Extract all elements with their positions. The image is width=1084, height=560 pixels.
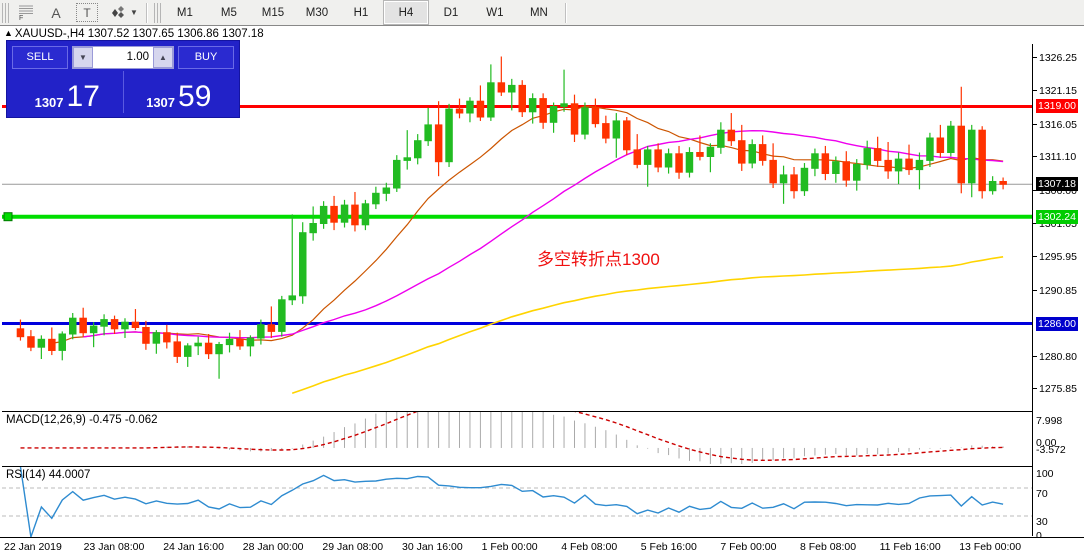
price-tick: 1321.15 xyxy=(1033,85,1077,97)
time-scale[interactable]: 22 Jan 2019 23 Jan 08:00 24 Jan 16:00 28 Ja… xyxy=(0,537,1084,560)
objects-icon[interactable] xyxy=(103,1,133,24)
trade-prices-row: 1307 17 1307 59 xyxy=(12,71,234,113)
toolbar-separator-2 xyxy=(564,2,567,23)
volume-stepper[interactable]: ▼ 1.00 ▲ xyxy=(72,45,174,69)
buy-price-pips: 59 xyxy=(178,80,212,113)
time-tick: 7 Feb 00:00 xyxy=(720,541,777,553)
time-tick: 4 Feb 08:00 xyxy=(561,541,618,553)
text-label-glyph: A xyxy=(51,4,61,21)
symbol-arrow-icon: ▲ xyxy=(4,28,13,38)
price-tick: 1275.85 xyxy=(1033,383,1077,395)
time-tick: 22 Jan 2019 xyxy=(4,541,62,553)
time-tick: 29 Jan 08:00 xyxy=(322,541,384,553)
price-tick: 1326.25 xyxy=(1033,52,1077,64)
price-scale[interactable]: 1326.251321.151316.051311.101306.001301.… xyxy=(1032,44,1084,542)
timeframe-m30[interactable]: M30 xyxy=(305,6,329,19)
volume-input[interactable]: 1.00 xyxy=(126,51,149,63)
svg-text:F: F xyxy=(19,15,23,21)
one-click-trading-panel[interactable]: SELL ▼ 1.00 ▲ BUY 1307 17 1307 59 xyxy=(6,40,240,118)
current-price-label[interactable]: 1307.18 xyxy=(1036,177,1078,192)
time-tick: 28 Jan 00:00 xyxy=(242,541,304,553)
buy-price-figure: 1307 xyxy=(146,95,176,110)
macd-pane[interactable]: MACD(12,26,9) -0.475 -0.062 xyxy=(2,411,1032,464)
text-label-icon[interactable]: A xyxy=(41,1,71,24)
macd-chart-svg xyxy=(20,412,1004,464)
price-tick: 1316.05 xyxy=(1033,119,1077,131)
rsi-tick: 100 xyxy=(1036,468,1054,480)
price-tick: 1311.10 xyxy=(1033,151,1076,163)
timeframe-m1[interactable]: M1 xyxy=(176,6,193,19)
sell-price-figure: 1307 xyxy=(34,95,64,110)
rsi-label: RSI(14) 44.0007 xyxy=(6,469,91,481)
time-tick: 11 Feb 16:00 xyxy=(879,541,941,553)
timeframe-grip[interactable] xyxy=(153,2,163,23)
timeframe-h4[interactable]: H4 xyxy=(382,0,429,25)
rsi-tick: 70 xyxy=(1036,488,1048,500)
price-tick: 1290.85 xyxy=(1033,285,1077,297)
buy-price-display[interactable]: 1307 59 xyxy=(124,71,235,113)
timeframe-mn[interactable]: MN xyxy=(529,6,548,19)
sell-price-pips: 17 xyxy=(66,80,100,113)
macd-label: MACD(12,26,9) -0.475 -0.062 xyxy=(6,414,158,426)
support-price-label[interactable]: 1302.24 xyxy=(1036,209,1078,224)
macd-tick: 0.00 xyxy=(1036,437,1057,449)
volume-increase-icon[interactable]: ▲ xyxy=(153,46,173,68)
macd-tick: -3.572 xyxy=(1036,444,1066,456)
time-tick: 8 Feb 08:00 xyxy=(800,541,857,553)
toolbar-separator xyxy=(145,2,148,23)
rsi-pane[interactable]: RSI(14) 44.0007 xyxy=(2,466,1032,537)
macd-tick: 7.998 xyxy=(1036,415,1063,427)
time-tick: 24 Jan 16:00 xyxy=(163,541,224,553)
trade-controls-row: SELL ▼ 1.00 ▲ BUY xyxy=(12,45,234,69)
main-toolbar: F A T ▼ M1 M5 M15 M30 H1 H4 D1 W1 MN xyxy=(0,0,1084,26)
volume-decrease-icon[interactable]: ▼ xyxy=(73,46,93,68)
chart-annotation-text: 多空转折点1300 xyxy=(537,250,660,269)
timeframe-w1[interactable]: W1 xyxy=(486,6,504,19)
objects-dropdown-icon[interactable]: ▼ xyxy=(130,8,138,17)
sell-price-display[interactable]: 1307 17 xyxy=(12,71,124,113)
timeframe-m5[interactable]: M5 xyxy=(220,6,237,19)
crosshair-f-icon[interactable]: F xyxy=(11,1,41,24)
time-tick: 30 Jan 16:00 xyxy=(402,541,463,553)
rsi-chart-svg xyxy=(2,467,1032,537)
time-tick: 13 Feb 00:00 xyxy=(959,541,1022,553)
timeframe-h1[interactable]: H1 xyxy=(353,6,369,19)
price-pane[interactable]: 多空转折点1300 xyxy=(2,44,1032,409)
timeframe-d1[interactable]: D1 xyxy=(443,6,459,19)
time-tick: 5 Feb 16:00 xyxy=(640,541,697,553)
time-tick: 1 Feb 00:00 xyxy=(481,541,538,553)
buy-button[interactable]: BUY xyxy=(178,45,234,69)
chart-area[interactable]: ▲ XAUUSD-,H4 1307.52 1307.65 1306.86 1307… xyxy=(0,25,1084,560)
toolbar-grip[interactable] xyxy=(2,2,11,23)
time-tick: 23 Jan 08:00 xyxy=(83,541,145,553)
rsi-tick: 30 xyxy=(1036,516,1048,528)
text-box-icon[interactable]: T xyxy=(76,3,98,22)
resistance-price-label[interactable]: 1319.00 xyxy=(1036,99,1078,114)
sell-button[interactable]: SELL xyxy=(12,45,68,69)
text-box-glyph: T xyxy=(83,5,91,20)
price-tick: 1280.80 xyxy=(1033,351,1077,363)
symbol-info-text: XAUUSD-,H4 1307.52 1307.65 1306.86 1307.… xyxy=(14,28,264,40)
price-tick: 1295.95 xyxy=(1033,251,1077,263)
timeframe-m15[interactable]: M15 xyxy=(261,6,285,19)
symbol-info-line: ▲ XAUUSD-,H4 1307.52 1307.65 1306.86 1307… xyxy=(4,28,264,40)
lower-price-label[interactable]: 1286.00 xyxy=(1036,316,1078,331)
price-chart-svg xyxy=(2,56,1032,394)
